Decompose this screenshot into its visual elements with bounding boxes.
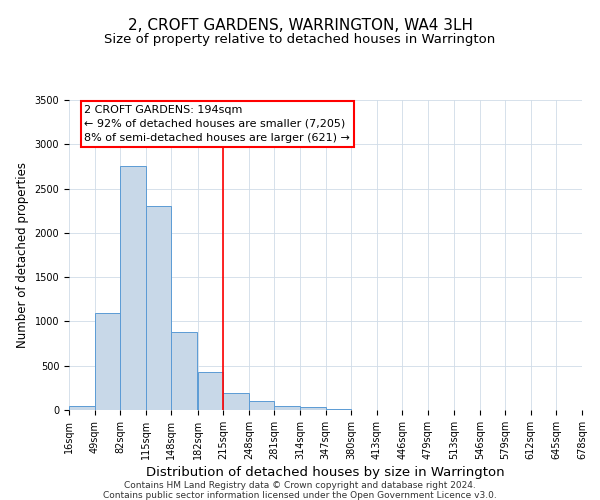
Text: 2, CROFT GARDENS, WARRINGTON, WA4 3LH: 2, CROFT GARDENS, WARRINGTON, WA4 3LH [128,18,473,32]
Bar [223,393,249,410]
Y-axis label: Number of detached properties: Number of detached properties [16,162,29,348]
Bar [69,406,95,410]
Bar [171,332,197,410]
X-axis label: Distribution of detached houses by size in Warrington: Distribution of detached houses by size … [146,466,505,479]
Bar [95,312,120,410]
Bar [274,406,300,410]
Text: Contains HM Land Registry data © Crown copyright and database right 2024.: Contains HM Land Registry data © Crown c… [124,481,476,490]
Bar [120,166,146,410]
Text: 2 CROFT GARDENS: 194sqm
← 92% of detached houses are smaller (7,205)
8% of semi-: 2 CROFT GARDENS: 194sqm ← 92% of detache… [85,104,350,142]
Bar [300,408,325,410]
Bar [325,409,351,410]
Text: Contains public sector information licensed under the Open Government Licence v3: Contains public sector information licen… [103,491,497,500]
Text: Size of property relative to detached houses in Warrington: Size of property relative to detached ho… [104,32,496,46]
Bar [146,206,171,410]
Bar [197,372,223,410]
Bar [249,401,274,410]
